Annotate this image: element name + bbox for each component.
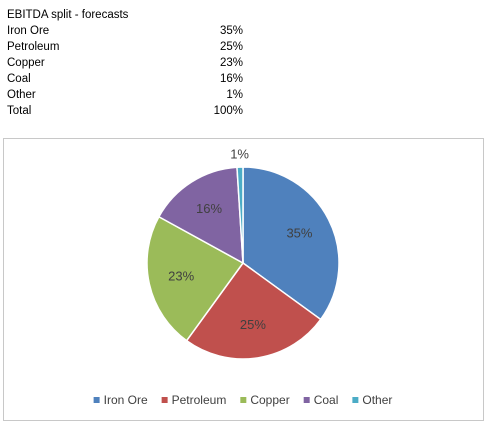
table-row: Iron Ore 35% — [7, 23, 243, 39]
legend-label: Iron Ore — [104, 393, 148, 407]
table-title: EBITDA split - forecasts — [7, 9, 129, 21]
pie-slice — [242, 166, 340, 321]
pie-slice — [185, 261, 322, 360]
table-value: 25% — [219, 41, 243, 53]
table-row: Coal 16% — [7, 71, 243, 87]
pie-slice — [157, 166, 244, 265]
data-label: 25% — [240, 317, 266, 332]
legend-marker — [303, 397, 310, 403]
table-label: Iron Ore — [7, 25, 50, 37]
table-label: Other — [7, 89, 36, 101]
legend-marker — [161, 397, 168, 403]
data-label: 1% — [230, 146, 249, 161]
table-label: Petroleum — [7, 41, 60, 53]
pie-slice — [236, 166, 244, 264]
table-value: 23% — [219, 57, 243, 69]
table-row: Other 1% — [7, 87, 243, 103]
table-value: 35% — [219, 25, 243, 37]
table-value: 100% — [213, 105, 243, 117]
data-table: EBITDA split - forecasts Iron Ore 35% Petr… — [7, 7, 243, 119]
legend-label: Coal — [314, 393, 339, 407]
data-label: 16% — [196, 201, 222, 216]
table-label: Coal — [7, 73, 31, 85]
data-label: 23% — [168, 268, 194, 283]
table-label: Total — [7, 105, 32, 117]
legend-marker — [93, 397, 100, 403]
data-label: 35% — [286, 226, 312, 241]
table-row: Total 100% — [7, 103, 243, 119]
legend-marker — [240, 397, 247, 403]
pie-slice — [146, 215, 245, 342]
table-row: Petroleum 25% — [7, 39, 243, 55]
table-value: 16% — [219, 73, 243, 85]
legend-label: Other — [362, 393, 392, 407]
legend-label: Copper — [250, 393, 289, 407]
legend-marker — [352, 397, 359, 403]
legend-label: Petroleum — [172, 393, 227, 407]
table-value: 1% — [226, 89, 243, 101]
table-row: Copper 23% — [7, 55, 243, 71]
table-label: Copper — [7, 57, 45, 69]
